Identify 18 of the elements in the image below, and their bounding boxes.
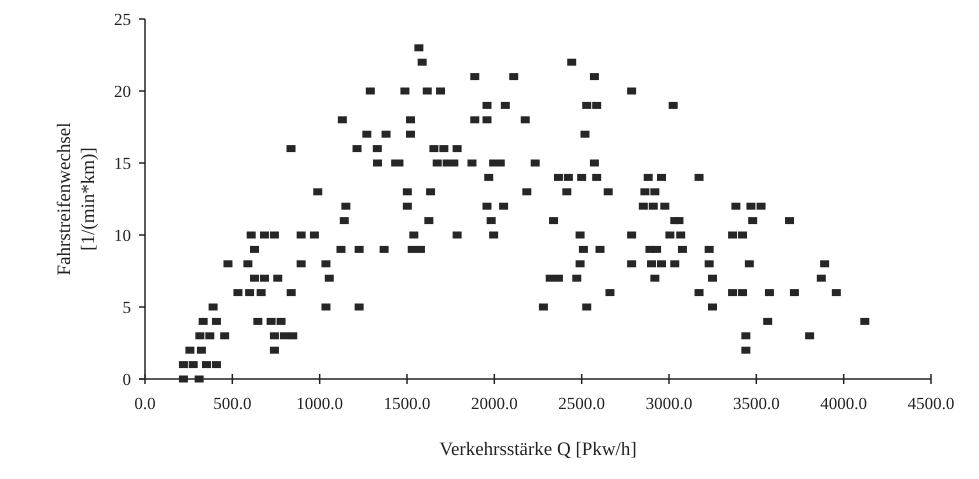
x-tick-label: 0.0	[134, 394, 156, 413]
x-tick-label: 1000.0	[296, 394, 344, 413]
y-tick-label: 20	[114, 82, 131, 101]
x-tick-label: 1500.0	[384, 394, 430, 413]
x-tick-label: 2000.0	[470, 394, 518, 413]
y-tick-label: 5	[122, 298, 131, 317]
y-tick-label: 25	[114, 10, 131, 29]
x-tick-label: 3500.0	[732, 394, 780, 413]
x-tick-label: 4500.0	[908, 394, 954, 413]
y-tick-label: 10	[114, 226, 131, 245]
x-tick-label: 3000.0	[646, 394, 692, 413]
y-tick-label: 0	[122, 370, 131, 389]
x-axis-title: Verkehrsstärke Q [Pkw/h]	[439, 439, 637, 460]
x-tick-label: 500.0	[213, 394, 252, 413]
y-tick-label: 15	[114, 154, 131, 173]
y-axis-title: Fahrstreifenwechsel [1/(min*km)]	[54, 122, 99, 276]
x-tick-label: 2500.0	[558, 394, 606, 413]
x-tick-label: 4000.0	[820, 394, 868, 413]
